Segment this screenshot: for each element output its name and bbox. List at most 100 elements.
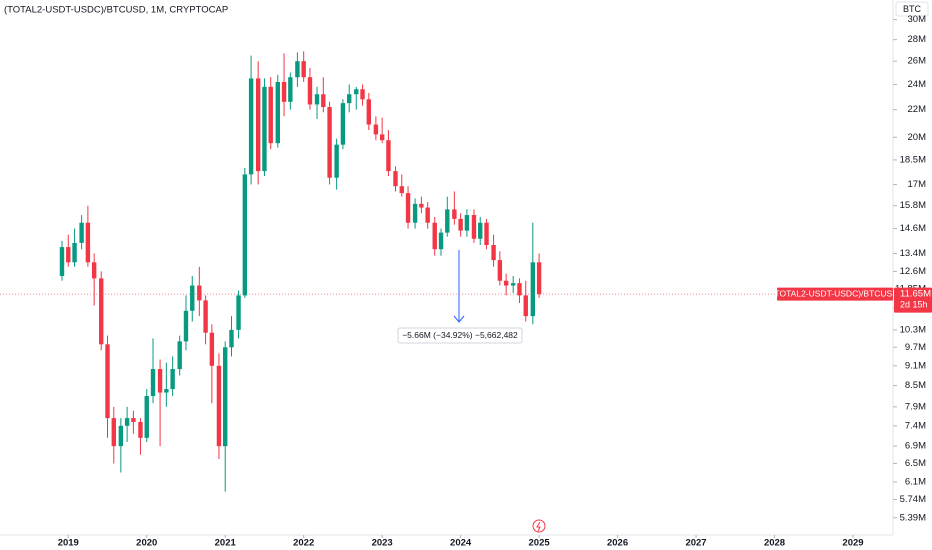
candle-body [223,347,228,447]
candle-body [511,283,516,286]
plot [0,51,893,492]
candle-body [536,262,542,295]
candle-body [275,81,280,144]
candle-body [203,300,208,333]
candle-body [281,81,287,102]
currency[interactable]: BTC [903,4,922,14]
candle-body [419,203,424,208]
y-tick-label: 9.1M [905,360,926,371]
countdown: 2d 15h [900,300,928,310]
candle-body [438,232,444,250]
candle-body [255,78,261,172]
y-tick-label: 17M [908,179,927,190]
candle-body [91,262,97,279]
y-tick-label: 8.5M [905,380,926,391]
candle-body [340,103,346,145]
candle-body [79,222,84,243]
y-tick-label: 9.7M [905,342,926,353]
candle-body [399,186,404,194]
candle-body [432,222,437,250]
candle-body [334,144,339,178]
candle-body [484,222,489,245]
symbol-label-box [777,287,893,301]
candle-body [478,222,483,239]
candle-body [412,203,418,223]
candle-body [99,278,104,345]
candle-body [170,369,175,390]
event-icon-bolt[interactable] [536,521,541,532]
candle-body [236,295,241,330]
candle-body [124,418,130,426]
candle-body [354,89,359,95]
candle-body [262,86,267,172]
candle-body [471,215,477,239]
candle-body [177,341,182,370]
candle-body [445,209,450,233]
event-icon[interactable] [532,519,546,533]
x-tick-label: 2026 [607,538,628,549]
candle-body [405,193,411,223]
candle-body [118,425,124,447]
x-tick-label: 2024 [450,538,472,549]
candle-body [164,389,169,393]
x-tick-label: 2028 [764,538,785,549]
candle-body [464,215,470,231]
candle-body [373,124,379,135]
y-tick-label: 5.39M [900,512,926,523]
candle-body [360,89,365,100]
candle-body [288,77,293,102]
y-tick-label: 12.6M [900,266,926,277]
y-tick-label: 26M [908,56,927,67]
x-tick-label: 2020 [136,538,157,549]
y-tick-label: 5.74M [900,494,926,505]
candle-body [497,260,503,281]
candle-body [138,421,143,438]
currency-box[interactable] [895,1,929,17]
candle-body [523,295,528,317]
candle-body [190,285,195,311]
candle-body [229,329,234,348]
x-tick-label: 2027 [685,538,706,549]
candle-body [295,61,300,78]
candle-body [105,344,110,419]
y-tick-label: 6.9M [905,441,926,452]
y-tick-label: 22M [908,104,927,115]
candle-body [248,78,254,175]
y-tick-label: 10.3M [900,324,926,335]
candle-body [307,77,313,105]
x-tick-label: 2025 [529,538,551,549]
candle-body [503,280,509,286]
y-tick-label: 13.4M [900,248,926,259]
candle-body [379,134,385,141]
symbol-label: (TOTAL2-USDT-USDC)/BTCUSD [772,288,899,298]
candle-body [242,174,248,296]
y-tick-label: 7.9M [905,401,926,412]
candle-body [209,332,215,366]
candle-body [66,247,71,263]
y-tick-label: 18.5M [900,154,926,165]
candle-body [491,244,496,261]
y-tick-label: 14.6M [900,223,926,234]
last-price-box [894,287,932,313]
y-tick-label: 20M [908,132,927,143]
candle-body [111,418,116,447]
candle-body [72,242,77,263]
x-tick-label: 2021 [215,538,237,549]
candle-body [314,94,320,105]
candle-body [458,218,463,231]
candle-body [366,99,372,125]
candle-body [321,94,326,108]
measure-box [397,327,523,344]
last-price-label: 11.65M [900,289,931,300]
x-tick-label: 2029 [842,538,863,549]
candle-body [157,369,163,393]
y-tick-label: 24M [908,79,927,90]
chart-title: (TOTAL2-USDT-USDC)/BTCUSD, 1M, CRYPTOCAP [4,5,228,16]
y-tick-label: 6.5M [905,458,926,469]
candle-body [346,94,352,104]
candle-body [144,396,149,438]
candle-body [452,209,457,219]
candle-body [386,140,391,172]
